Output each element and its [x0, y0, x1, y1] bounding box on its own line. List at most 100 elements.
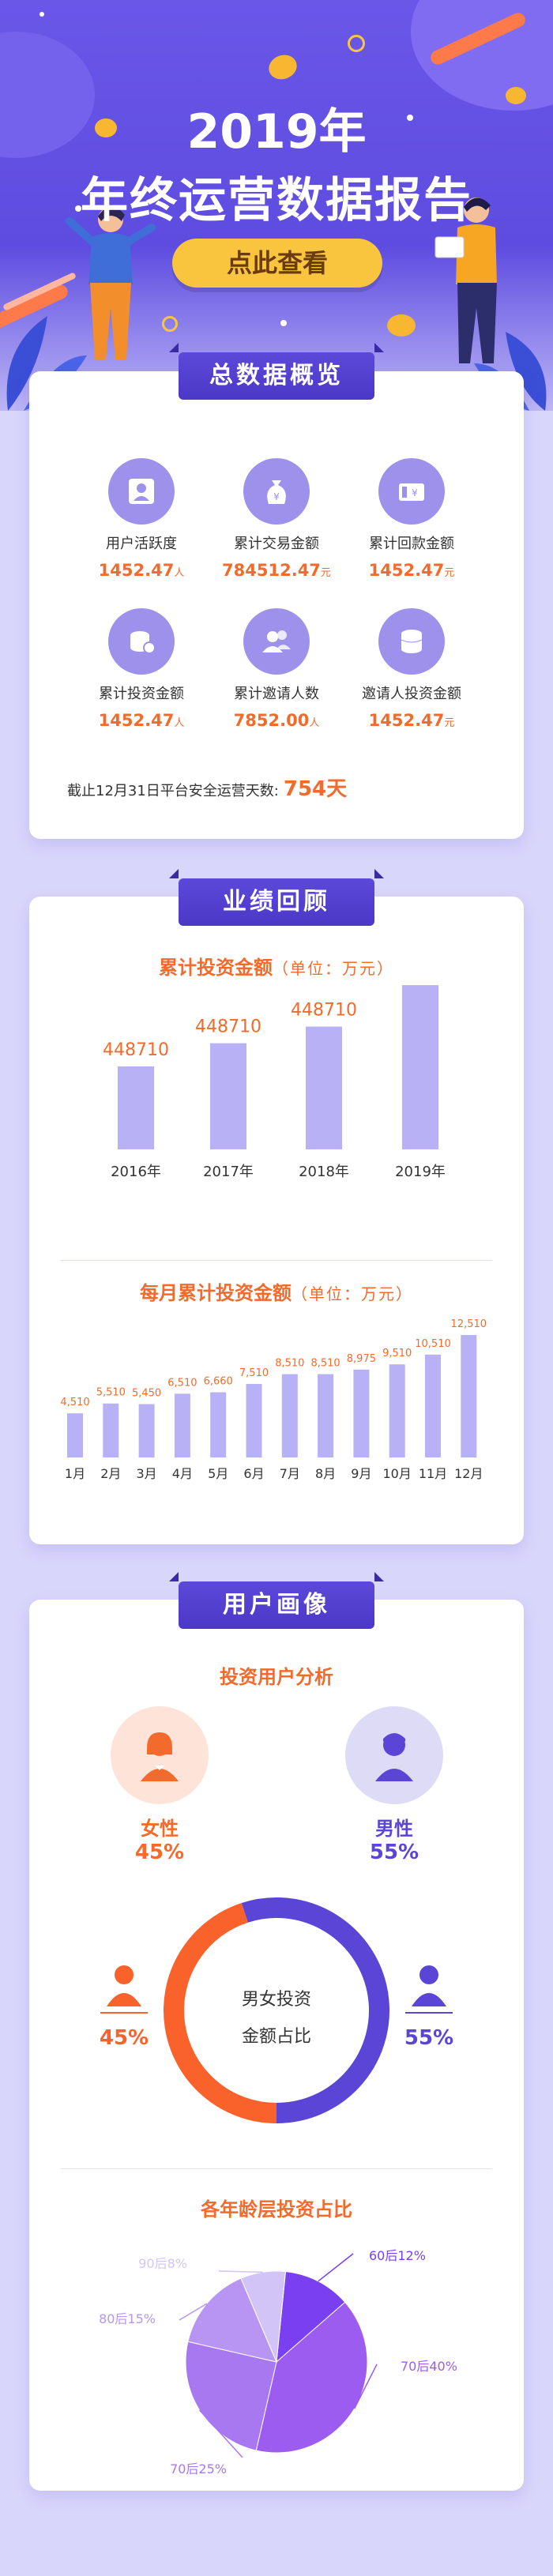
bar	[210, 1392, 227, 1457]
coin-icon	[506, 87, 526, 104]
bar	[246, 1383, 262, 1457]
pie-label: 70后40%	[401, 2359, 457, 2374]
data-label: 12,510	[451, 1318, 487, 1330]
data-label: 8,510	[275, 1358, 304, 1370]
monthly-investment-chart: 4,510 1月 5,510 2月 5,450 3月 6,510 4月 6,660 5月 7,510…	[60, 1318, 487, 1481]
stat-inviter-investment: 邀请人投资金额 1452.47元	[333, 608, 491, 730]
money-bag-icon: ¥	[243, 458, 310, 525]
bar	[425, 1354, 441, 1457]
performance-card: 累计投资金额（单位：万元） 448710 2016年 448710 2017年 4487…	[29, 897, 524, 1544]
coin-icon	[265, 51, 301, 84]
stat-label: 累计投资金额	[99, 686, 184, 702]
svg-text:¥: ¥	[412, 487, 418, 498]
data-label: 7,510	[239, 1367, 269, 1379]
donut-center-line2: 金额占比	[241, 2027, 311, 2047]
stat-active-users: 用户活跃度 1452.47人	[62, 458, 220, 580]
data-label: 10,510	[415, 1338, 451, 1350]
stat-value: 1452.47元	[368, 711, 455, 730]
tick-label: 2月	[100, 1466, 121, 1481]
bar	[461, 1335, 477, 1457]
decor-ring	[162, 316, 178, 332]
pie-label: 60后12%	[369, 2248, 426, 2263]
tick-label: 2016年	[111, 1164, 161, 1180]
data-label: 4,510	[60, 1397, 89, 1408]
hero-year-title: 2019年	[186, 104, 367, 160]
ribbon-portrait: 用户画像	[169, 1572, 384, 1629]
tick-label: 2017年	[203, 1164, 254, 1180]
decor-dot	[407, 115, 413, 121]
portrait-card: 投资用户分析 女性 45% 男性 55% 45% 55% 男女投资 金额占比 各年…	[29, 1600, 524, 2491]
bar	[318, 1374, 334, 1457]
female-icon	[141, 1732, 179, 1781]
male-label: 男性	[375, 1818, 413, 1840]
section-divider	[61, 1260, 492, 1261]
age-distribution-pie: 60后12% 70后40% 70后25% 80后15% 90后8%	[99, 2248, 457, 2476]
male-donut-percent: 55%	[404, 2026, 453, 2050]
female-side-icon	[115, 1965, 134, 1984]
annual-investment-chart: 4487102016年4487102017年4487102018年4487102…	[103, 985, 446, 1180]
data-label: 6,510	[167, 1377, 197, 1389]
bar	[67, 1413, 83, 1457]
stat-invited-users: 累计邀请人数 7852.00人	[198, 608, 356, 730]
stat-label: 累计交易金额	[234, 536, 319, 552]
hero-report-title: 年终运营数据报告	[81, 173, 472, 228]
user-card-icon	[108, 458, 175, 525]
pie-leader-line	[318, 2253, 354, 2282]
pie-label: 80后15%	[99, 2311, 156, 2326]
female-donut-percent: 45%	[100, 2026, 149, 2050]
stat-total-investment: 累计投资金额 1452.47人	[62, 608, 220, 730]
data-label: 448710	[195, 1017, 261, 1037]
tick-label: 6月	[243, 1466, 264, 1481]
ticket-icon: ¥	[378, 458, 445, 525]
male-avatar	[345, 1706, 443, 1804]
annual-chart-title: 累计投资金额（单位：万元）	[159, 957, 394, 979]
stat-value: 1452.47人	[98, 561, 185, 580]
data-label: 8,510	[310, 1358, 340, 1370]
stat-total-repayment: ¥ 累计回款金额 1452.47元	[333, 458, 491, 580]
bar	[174, 1393, 190, 1457]
data-label: 5,510	[96, 1387, 126, 1399]
tick-label: 8月	[315, 1466, 336, 1481]
female-side-icon	[107, 1993, 141, 2006]
male-percent: 55%	[369, 1841, 419, 1864]
tick-label: 9月	[351, 1466, 371, 1481]
tick-label: 7月	[280, 1466, 300, 1481]
view-now-button[interactable]: 点此查看	[172, 239, 382, 288]
tick-label: 10月	[383, 1466, 412, 1481]
donut-center-line1: 男女投资	[241, 1990, 311, 2010]
ops-days-value: 754天	[283, 777, 348, 801]
safe-operation-days: 截止12月31日平台安全运营天数: 754天	[67, 777, 348, 801]
man-illustration	[434, 197, 497, 363]
decor-dot	[280, 320, 287, 326]
pie-leader-line	[218, 2270, 263, 2273]
male-side-icon	[412, 1993, 446, 2006]
stat-total-trade: ¥ 累计交易金额 784512.47元	[198, 458, 356, 580]
female-percent: 45%	[134, 1841, 185, 1864]
tick-label: 5月	[208, 1466, 228, 1481]
tick-label: 2018年	[299, 1164, 349, 1180]
svg-text:¥: ¥	[273, 491, 280, 502]
gender-investment-donut: 45% 55%	[100, 1897, 453, 2123]
bar	[138, 1404, 155, 1457]
female-label: 女性	[141, 1818, 179, 1840]
data-label: 8,975	[347, 1353, 376, 1365]
tick-label: 11月	[419, 1466, 447, 1481]
bar	[353, 1369, 370, 1457]
bar	[210, 1043, 246, 1149]
invest-user-analysis-title: 投资用户分析	[220, 1666, 333, 1688]
tick-label: 2019年	[395, 1164, 446, 1180]
pie-label: 90后8%	[138, 2256, 187, 2271]
decor-dot	[75, 205, 81, 212]
overview-card: 用户活跃度 1452.47人 ¥ 累计交易金额 784512.47元 ¥ 累计回…	[29, 371, 524, 839]
data-label: 6,660	[204, 1375, 233, 1387]
bar	[103, 1403, 119, 1457]
pie-slice	[240, 2270, 287, 2363]
stat-label: 累计回款金额	[369, 536, 454, 552]
hero-banner: 2019年 年终运营数据报告 点此查看	[0, 0, 553, 411]
stat-label: 累计邀请人数	[234, 686, 319, 702]
coin-icon	[95, 118, 117, 137]
data-label: 9,510	[382, 1348, 412, 1359]
pie-leader-line	[353, 2364, 378, 2409]
data-label: 448710	[291, 1001, 357, 1021]
bar	[389, 1364, 405, 1457]
